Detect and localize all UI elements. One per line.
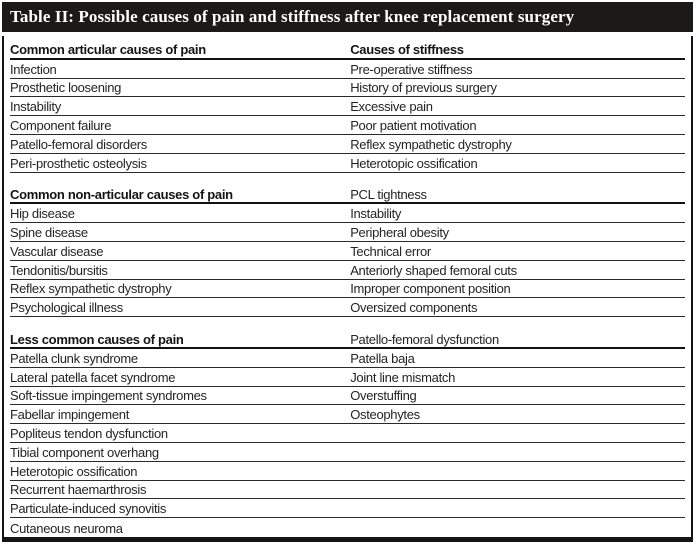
- table-frame: Common articular causes of pain Causes of…: [2, 36, 693, 542]
- left-cell: Spine disease: [10, 225, 88, 241]
- table-header-row: Common articular causes of pain Causes of…: [10, 41, 685, 60]
- table-row: Particulate-induced synovitis: [10, 499, 685, 519]
- left-cell: Common non-articular causes of pain: [10, 186, 233, 202]
- section-articular-causes: Common articular causes of pain Causes of…: [10, 41, 685, 173]
- right-cell: [350, 527, 685, 528]
- left-cell: Reflex sympathetic dystrophy: [10, 281, 172, 297]
- left-cell: Tibial component overhang: [10, 444, 159, 460]
- table-row: Component failure Poor patient motivation: [10, 116, 685, 135]
- left-cell: Psychological illness: [10, 300, 123, 316]
- left-cell: Component failure: [10, 118, 112, 134]
- left-cell: Patella clunk syndrome: [10, 350, 138, 366]
- table-row: Psychological illness Oversized component…: [10, 298, 685, 318]
- left-cell: Particulate-induced synovitis: [10, 501, 167, 517]
- right-cell: Poor patient motivation: [350, 118, 477, 134]
- table-sections: Common articular causes of pain Causes of…: [10, 41, 685, 537]
- left-cell: Peri-prosthetic osteolysis: [10, 155, 147, 171]
- right-cell: Anteriorly shaped femoral cuts: [350, 262, 517, 278]
- right-cell: Reflex sympathetic dystrophy: [350, 136, 512, 152]
- right-cell: Instability: [350, 206, 402, 222]
- right-cell: History of previous surgery: [350, 80, 497, 96]
- left-cell: Soft-tissue impingement syndromes: [10, 388, 207, 404]
- table-header-row: Common non-articular causes of pain PCL t…: [10, 186, 685, 205]
- left-cell: Fabellar impingement: [10, 407, 130, 423]
- right-cell: Causes of stiffness: [350, 42, 464, 58]
- section-non-articular-causes: Common non-articular causes of pain PCL t…: [10, 186, 685, 318]
- table-row: Prosthetic loosening History of previous …: [10, 79, 685, 98]
- right-cell: Osteophytes: [350, 407, 420, 423]
- right-cell: Patella baja: [350, 350, 415, 366]
- left-cell: Vascular disease: [10, 243, 104, 259]
- table-row: Instability Excessive pain: [10, 97, 685, 117]
- table-row: Cutaneous neuroma: [10, 518, 685, 537]
- left-cell: Common articular causes of pain: [10, 42, 206, 58]
- table-row: Spine disease Peripheral obesity: [10, 223, 685, 242]
- table-title-bar: Table II: Possible causes of pain and st…: [2, 2, 693, 32]
- right-cell: [350, 451, 685, 452]
- right-cell: Improper component position: [350, 281, 511, 297]
- table-row: Tendonitis/bursitis Anteriorly shaped fem…: [10, 261, 685, 280]
- left-cell: Instability: [10, 99, 61, 115]
- table-row: Recurrent haemarthrosis: [10, 481, 685, 500]
- table-row: Popliteus tendon dysfunction: [10, 424, 685, 443]
- right-cell: Peripheral obesity: [350, 225, 449, 241]
- right-cell: Overstuffing: [350, 388, 417, 404]
- left-cell: Recurrent haemarthrosis: [10, 482, 147, 498]
- right-cell: PCL tightness: [350, 186, 427, 202]
- table-row: Vascular disease Technical error: [10, 242, 685, 261]
- table-title: Table II: Possible causes of pain and st…: [10, 7, 575, 26]
- right-cell: Joint line mismatch: [350, 369, 456, 385]
- right-cell: Heterotopic ossification: [350, 155, 478, 171]
- table-row: Infection Pre-operative stiffness: [10, 60, 685, 79]
- right-cell: Excessive pain: [350, 99, 433, 115]
- right-cell: [350, 470, 685, 471]
- table-row: Reflex sympathetic dystrophy Improper com…: [10, 280, 685, 299]
- right-cell: [350, 489, 685, 490]
- right-cell: Pre-operative stiffness: [350, 61, 473, 77]
- table-row: Hip disease Instability: [10, 204, 685, 224]
- table-row: Peri-prosthetic osteolysis Heterotopic os…: [10, 154, 685, 173]
- table-row: Soft-tissue impingement syndromes Overstu…: [10, 387, 685, 406]
- table-row: Fabellar impingement Osteophytes: [10, 405, 685, 425]
- table-header-row: Less common causes of pain Patello-femora…: [10, 330, 685, 349]
- left-cell: Hip disease: [10, 206, 75, 222]
- table-row: Heterotopic ossification: [10, 462, 685, 481]
- left-cell: Lateral patella facet syndrome: [10, 369, 176, 385]
- table-row: Tibial component overhang: [10, 443, 685, 462]
- left-cell: Popliteus tendon dysfunction: [10, 426, 168, 442]
- left-cell: Cutaneous neuroma: [10, 520, 123, 536]
- left-cell: Less common causes of pain: [10, 331, 184, 347]
- right-cell: Oversized components: [350, 300, 478, 316]
- right-cell: [350, 433, 685, 434]
- table-row: Lateral patella facet syndrome Joint line…: [10, 368, 685, 387]
- left-cell: Prosthetic loosening: [10, 80, 122, 96]
- left-cell: Patello-femoral disorders: [10, 136, 148, 152]
- right-cell: Technical error: [350, 243, 431, 259]
- section-less-common-causes: Less common causes of pain Patello-femora…: [10, 330, 685, 537]
- left-cell: Infection: [10, 61, 57, 77]
- table-row: Patella clunk syndrome Patella baja: [10, 349, 685, 368]
- left-cell: Tendonitis/bursitis: [10, 262, 108, 278]
- left-cell: Heterotopic ossification: [10, 463, 138, 479]
- right-cell: [350, 508, 685, 509]
- table-row: Patello-femoral disorders Reflex sympathe…: [10, 135, 685, 154]
- right-cell: Patello-femoral dysfunction: [350, 331, 499, 347]
